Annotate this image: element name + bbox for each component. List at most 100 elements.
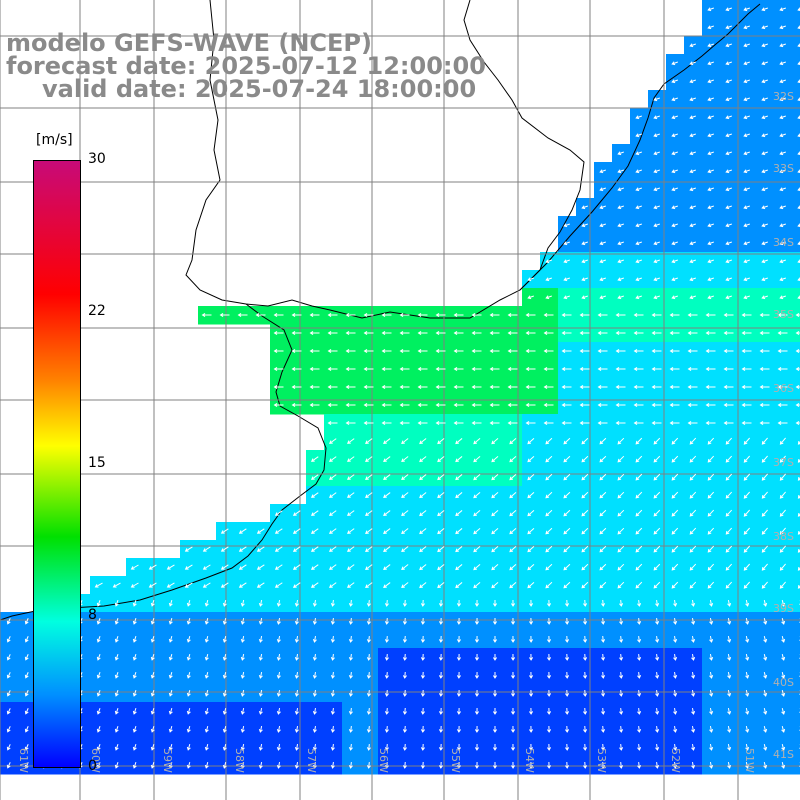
wind-arrow: [168, 671, 173, 679]
wind-arrow: [312, 761, 317, 769]
wind-arrow: [525, 348, 536, 354]
wind-arrow: [507, 312, 518, 318]
wind-arrow: [132, 635, 137, 643]
wind-arrow: [345, 366, 356, 372]
wind-arrow: [761, 97, 768, 102]
wind-arrow: [399, 366, 410, 372]
wind-arrow: [327, 366, 338, 372]
wind-arrow: [779, 25, 786, 30]
wind-arrow: [547, 725, 552, 733]
wind-arrow: [381, 402, 392, 408]
wind-arrow: [745, 617, 750, 625]
wind-arrow: [547, 761, 552, 769]
wind-arrow: [797, 187, 800, 191]
wind-arrow: [617, 455, 625, 463]
latitude-label: 32S: [773, 90, 794, 103]
wind-arrow: [725, 437, 733, 445]
wind-arrow: [797, 567, 800, 571]
wind-arrow: [743, 97, 750, 102]
speed-cell: [792, 486, 800, 505]
wind-arrow: [330, 725, 335, 733]
wind-arrow: [615, 366, 626, 372]
wind-arrow: [599, 473, 607, 481]
wind-arrow: [691, 635, 696, 643]
wind-arrow: [186, 671, 191, 679]
wind-arrow: [565, 671, 570, 679]
wind-arrow: [689, 259, 696, 264]
wind-arrow: [563, 563, 571, 571]
wind-arrow: [545, 581, 553, 589]
wind-arrow: [635, 455, 643, 463]
wind-arrow: [725, 43, 732, 48]
wind-arrow: [150, 689, 155, 697]
wind-arrow: [779, 295, 786, 300]
wind-arrow: [168, 689, 173, 697]
wind-arrow: [348, 617, 353, 625]
wind-arrow: [420, 707, 425, 715]
wind-arrow: [219, 312, 230, 318]
wind-arrow: [579, 420, 590, 426]
wind-arrow: [274, 564, 283, 570]
wind-arrow: [168, 725, 173, 733]
wind-arrow: [707, 61, 714, 66]
wind-arrow: [797, 585, 800, 589]
wind-arrow: [148, 564, 157, 570]
wind-arrow: [759, 330, 770, 336]
wind-arrow: [707, 581, 715, 589]
wind-arrow: [761, 259, 768, 264]
wind-arrow: [565, 707, 570, 715]
wind-arrow: [438, 617, 443, 625]
wind-arrow: [671, 295, 678, 300]
wind-arrow: [276, 671, 281, 679]
wind-arrow: [741, 420, 752, 426]
wind-arrow: [669, 348, 680, 354]
wind-arrow: [687, 330, 698, 336]
wind-arrow: [655, 725, 660, 733]
wind-arrow: [687, 348, 698, 354]
wind-arrow: [204, 707, 209, 715]
wind-arrow: [435, 330, 446, 336]
wind-arrow: [635, 241, 642, 246]
wind-arrow: [779, 61, 786, 66]
wind-arrow: [653, 509, 661, 517]
wind-arrow: [310, 492, 319, 498]
wind-arrow: [420, 725, 425, 733]
wind-arrow: [637, 761, 642, 769]
wind-arrow: [761, 205, 768, 210]
wind-arrow: [689, 527, 697, 535]
wind-arrow: [491, 474, 499, 481]
wind-arrow: [543, 420, 554, 426]
wind-arrow: [581, 527, 589, 535]
wind-arrow: [781, 599, 786, 607]
wind-arrow: [741, 366, 752, 372]
wind-arrow: [507, 348, 518, 354]
wind-arrow: [273, 330, 284, 336]
wind-arrow: [473, 492, 481, 499]
wind-arrow: [438, 707, 443, 715]
wind-arrow: [615, 330, 626, 336]
wind-arrow: [473, 510, 481, 517]
wind-arrow: [168, 761, 173, 769]
wind-arrow: [779, 241, 786, 246]
wind-arrow: [565, 635, 570, 643]
wind-arrow: [797, 277, 800, 281]
wind-arrow: [671, 491, 679, 499]
wind-arrow: [653, 151, 660, 156]
wind-arrow: [437, 456, 445, 463]
wind-arrow: [456, 761, 462, 769]
wind-arrow: [473, 438, 481, 445]
wind-arrow: [525, 312, 536, 318]
speed-cell: [792, 216, 800, 235]
wind-arrow: [310, 528, 319, 534]
wind-arrow: [455, 510, 463, 517]
wind-arrow: [96, 726, 101, 733]
wind-arrow: [743, 455, 751, 463]
wind-arrow: [438, 725, 443, 733]
wind-arrow: [797, 205, 800, 209]
wind-arrow: [671, 205, 678, 210]
wind-arrow: [222, 653, 227, 661]
wind-arrow: [777, 312, 788, 318]
wind-arrow: [510, 653, 516, 661]
wind-arrow: [438, 671, 443, 679]
wind-arrow: [419, 456, 427, 463]
